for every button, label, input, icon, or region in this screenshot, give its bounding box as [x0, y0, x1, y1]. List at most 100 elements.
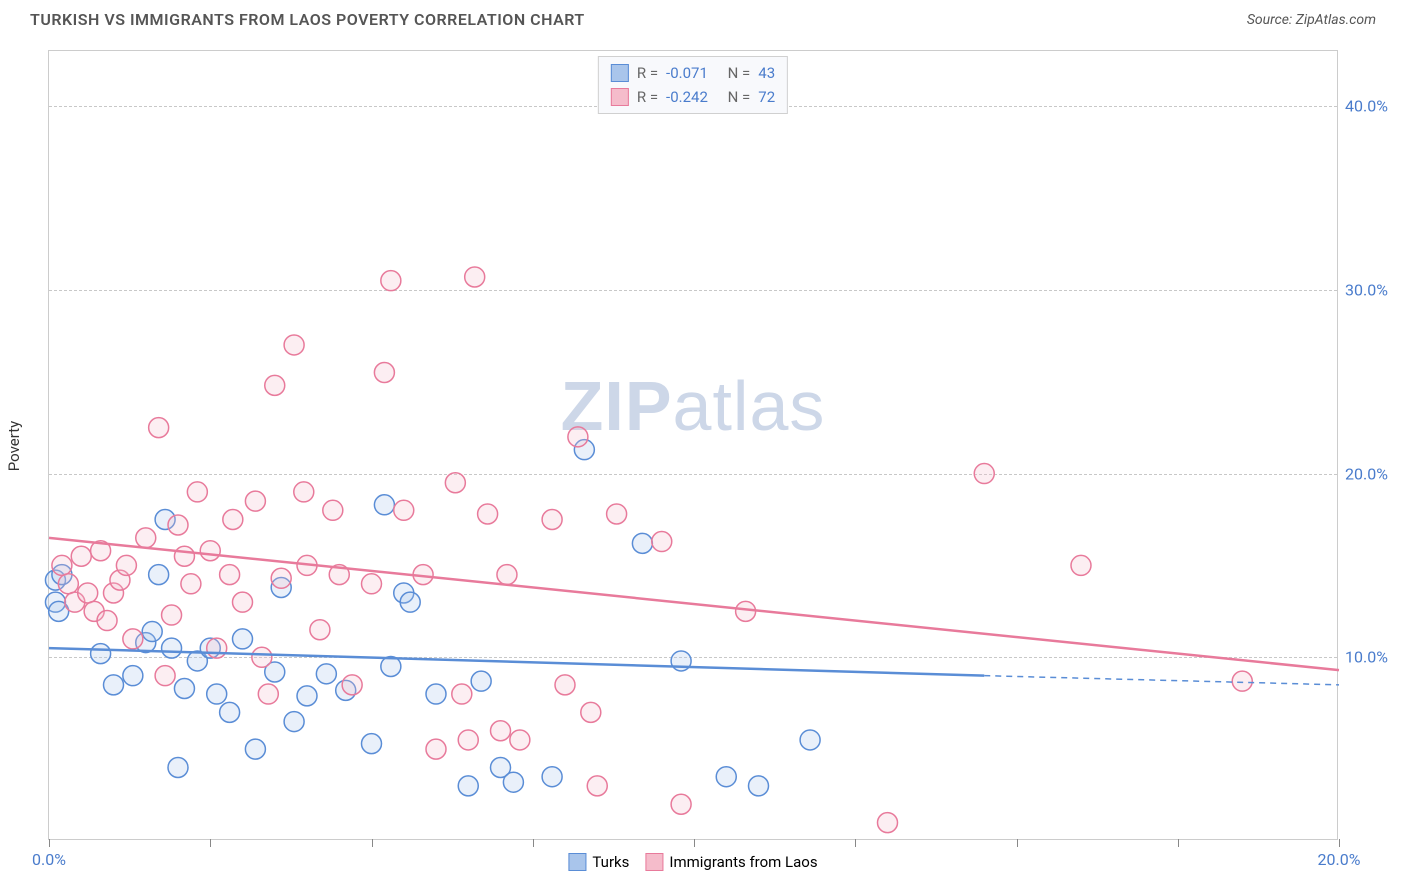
data-point-laos: [252, 647, 272, 667]
xtick: [694, 839, 695, 847]
xtick: [533, 839, 534, 847]
data-point-laos: [736, 601, 756, 621]
series-legend: Turks Immigrants from Laos: [568, 853, 817, 871]
data-point-laos: [510, 730, 530, 750]
xtick: [1178, 839, 1179, 847]
data-point-laos: [542, 509, 562, 529]
chart-area: ZIPatlas 10.0%20.0%30.0%40.0% 0.0%20.0% …: [48, 50, 1338, 840]
data-point-laos: [162, 605, 182, 625]
data-point-turks: [123, 666, 143, 686]
data-point-laos: [310, 620, 330, 640]
data-point-laos: [52, 555, 72, 575]
scatter-plot: [49, 51, 1337, 839]
data-point-laos: [245, 491, 265, 511]
data-point-laos: [168, 515, 188, 535]
data-point-laos: [568, 427, 588, 447]
data-point-laos: [220, 565, 240, 585]
data-point-laos: [587, 776, 607, 796]
data-point-laos: [233, 592, 253, 612]
data-point-turks: [207, 684, 227, 704]
data-point-laos: [294, 482, 314, 502]
data-point-laos: [187, 482, 207, 502]
data-point-laos: [97, 611, 117, 631]
y-axis-label: Poverty: [5, 421, 23, 471]
data-point-turks: [471, 671, 491, 691]
data-point-turks: [374, 495, 394, 515]
ytick-label: 40.0%: [1345, 97, 1405, 116]
data-point-laos: [78, 583, 98, 603]
data-point-laos: [149, 418, 169, 438]
data-point-laos: [445, 473, 465, 493]
source-label: Source: ZipAtlas.com: [1247, 12, 1376, 28]
data-point-laos: [974, 464, 994, 484]
stats-legend: R = -0.071 N = 43 R = -0.242 N = 72: [598, 56, 788, 114]
data-point-turks: [400, 592, 420, 612]
data-point-laos: [491, 721, 511, 741]
data-point-laos: [381, 271, 401, 291]
swatch-turks-bottom: [568, 853, 586, 871]
swatch-turks: [611, 64, 629, 82]
xtick-label: 0.0%: [32, 850, 66, 869]
data-point-turks: [362, 734, 382, 754]
swatch-laos-bottom: [645, 853, 663, 871]
data-point-laos: [452, 684, 472, 704]
xtick: [372, 839, 373, 847]
data-point-laos: [607, 504, 627, 524]
data-point-laos: [394, 500, 414, 520]
data-point-laos: [58, 574, 78, 594]
data-point-laos: [458, 730, 478, 750]
data-point-turks: [91, 644, 111, 664]
ytick-label: 30.0%: [1345, 280, 1405, 299]
data-point-turks: [149, 565, 169, 585]
xtick: [855, 839, 856, 847]
legend-item-laos: Immigrants from Laos: [645, 853, 817, 871]
data-point-laos: [207, 638, 227, 658]
data-point-laos: [136, 528, 156, 548]
data-point-turks: [426, 684, 446, 704]
xtick-label: 20.0%: [1318, 850, 1361, 869]
data-point-laos: [465, 267, 485, 287]
data-point-turks: [233, 629, 253, 649]
data-point-laos: [374, 363, 394, 383]
data-point-turks: [104, 675, 124, 695]
data-point-turks: [162, 638, 182, 658]
data-point-laos: [200, 541, 220, 561]
data-point-laos: [155, 666, 175, 686]
data-point-laos: [497, 565, 517, 585]
data-point-turks: [800, 730, 820, 750]
data-point-laos: [258, 684, 278, 704]
data-point-laos: [71, 546, 91, 566]
trend-line-dash-turks: [984, 676, 1339, 685]
data-point-laos: [581, 702, 601, 722]
data-point-turks: [316, 664, 336, 684]
data-point-turks: [220, 702, 240, 722]
swatch-laos: [611, 88, 629, 106]
data-point-turks: [632, 533, 652, 553]
data-point-laos: [323, 500, 343, 520]
data-point-laos: [478, 504, 498, 524]
data-point-laos: [265, 375, 285, 395]
data-point-turks: [503, 772, 523, 792]
data-point-turks: [716, 767, 736, 787]
data-point-turks: [168, 758, 188, 778]
xtick: [49, 839, 50, 847]
chart-title: TURKISH VS IMMIGRANTS FROM LAOS POVERTY …: [30, 10, 585, 29]
data-point-turks: [542, 767, 562, 787]
stats-row-laos: R = -0.242 N = 72: [611, 85, 775, 109]
data-point-turks: [749, 776, 769, 796]
data-point-laos: [671, 794, 691, 814]
data-point-laos: [174, 546, 194, 566]
data-point-laos: [123, 629, 143, 649]
xtick: [210, 839, 211, 847]
data-point-laos: [555, 675, 575, 695]
data-point-laos: [362, 574, 382, 594]
data-point-turks: [142, 622, 162, 642]
ytick-label: 20.0%: [1345, 464, 1405, 483]
data-point-laos: [1232, 671, 1252, 691]
data-point-turks: [297, 686, 317, 706]
data-point-laos: [878, 813, 898, 833]
data-point-laos: [271, 568, 291, 588]
data-point-laos: [1071, 555, 1091, 575]
xtick: [1339, 839, 1340, 847]
data-point-turks: [245, 739, 265, 759]
